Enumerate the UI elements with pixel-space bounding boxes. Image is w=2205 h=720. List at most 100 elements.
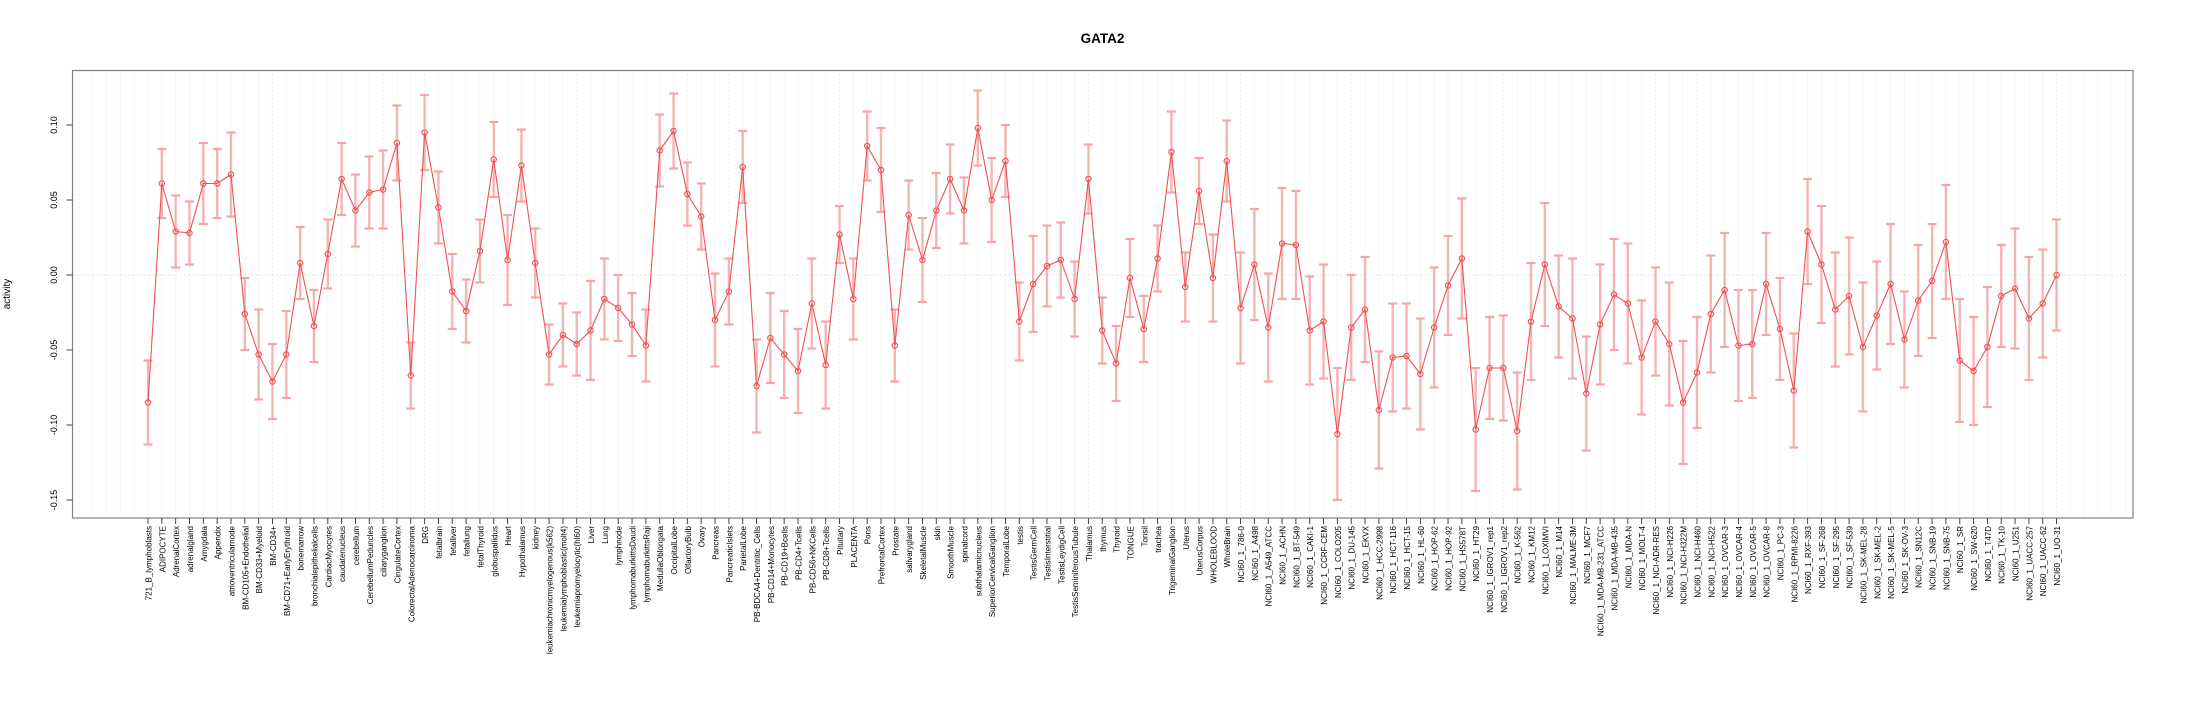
- data-point: [283, 351, 290, 358]
- data-point: [2039, 300, 2046, 307]
- data-point: [1721, 286, 1728, 294]
- x-category-label: NCI60_1_CCRF-CEM: [1320, 526, 1329, 605]
- x-category-label: NCI60_1_UACC-257: [2025, 525, 2034, 600]
- x-category-label: PB-CD4+Tcells: [795, 526, 804, 580]
- x-category-label: skin: [933, 526, 942, 540]
- x-category-label: PB-CD14+Monocytes: [767, 526, 776, 603]
- x-category-label: TestisInterstitial: [1043, 526, 1052, 581]
- x-category-label: NCI60_1_CAKI-1: [1306, 525, 1315, 587]
- data-point: [1237, 304, 1244, 312]
- data-point: [504, 256, 511, 264]
- data-point: [1029, 280, 1037, 288]
- data-point: [1458, 255, 1466, 262]
- data-point: [1043, 262, 1051, 270]
- x-category-label: BM-CD33+Myeloid: [255, 526, 264, 593]
- x-category-label: NCI60_1_SNB-75: [1942, 525, 1951, 590]
- x-category-label: NCI60_1_U251: [2012, 525, 2021, 581]
- data-point: [725, 288, 733, 295]
- data-point: [1016, 318, 1023, 325]
- data-point: [1057, 256, 1065, 264]
- data-point: [1555, 303, 1562, 310]
- x-category-label: NCI60_1_HOP-62: [1431, 525, 1440, 590]
- data-point: [863, 142, 871, 150]
- data-point: [1347, 324, 1355, 331]
- x-category-label: ciliaryganglion: [380, 526, 389, 577]
- x-category-label: NCI60_1_NCI-ADR-RES: [1652, 526, 1661, 614]
- data-point: [144, 399, 152, 406]
- x-category-label: AdrenalCortex: [172, 526, 181, 577]
- x-category-label: NCI60_1_NCI-H522: [1707, 525, 1716, 597]
- data-point: [1099, 327, 1106, 334]
- data-point: [545, 351, 553, 358]
- x-category-label: Pituitary: [836, 526, 845, 555]
- x-category-label: NCI60_1_SK-OV-3: [1901, 525, 1910, 593]
- x-category-label: NCI60_1_OVCAR-5: [1749, 525, 1758, 597]
- x-category-label: MedullaOblongata: [656, 525, 665, 590]
- data-point: [614, 304, 622, 312]
- data-point: [767, 334, 774, 342]
- x-category-label: TestisGermCell: [1030, 526, 1039, 580]
- data-point: [559, 331, 567, 339]
- data-point: [808, 300, 816, 307]
- data-point: [684, 190, 691, 198]
- x-category-label: NCI60_1_EKVX: [1362, 525, 1371, 583]
- x-category-label: NCI60_1_TK-10: [1998, 525, 2007, 583]
- x-category-label: NCI60_1_A498: [1251, 525, 1260, 580]
- data-point: [324, 250, 332, 258]
- data-point: [601, 295, 608, 303]
- x-category-label: NCI60_1_MOLT-4: [1638, 525, 1647, 590]
- x-category-label: Thyroid: [1113, 526, 1122, 553]
- x-category-label: NCI60_1_HOP-92: [1445, 525, 1454, 590]
- data-point: [1942, 238, 1950, 246]
- x-category-label: NCI60_1_SR: [1956, 526, 1965, 573]
- data-point: [366, 189, 373, 196]
- data-point: [1320, 318, 1327, 325]
- data-point: [1264, 324, 1272, 331]
- data-point: [739, 163, 746, 171]
- data-point: [1126, 274, 1134, 282]
- data-point: [1832, 306, 1839, 313]
- x-category-label: NCI60_1_SF-268: [1818, 525, 1827, 588]
- data-point: [1389, 354, 1396, 361]
- data-point: [1403, 352, 1410, 360]
- data-point: [1762, 280, 1770, 288]
- x-category-label: NCI60_1_HCC-2998: [1375, 525, 1384, 599]
- x-category-label: atrioventricularnode: [227, 525, 236, 596]
- x-category-label: bronchialepithelialcells: [310, 526, 319, 606]
- data-point: [794, 367, 802, 375]
- x-category-label: Pancreas: [712, 526, 721, 560]
- x-category-label: DRG: [421, 526, 430, 544]
- data-point: [1085, 175, 1092, 183]
- data-point: [697, 213, 705, 220]
- x-category-label: PrefrontalCortex: [877, 526, 886, 584]
- data-point: [1984, 343, 1991, 351]
- data-point: [2053, 271, 2060, 279]
- data-point: [213, 180, 221, 187]
- x-category-label: NCI60_1_NCI-H460: [1693, 525, 1702, 597]
- x-category-label: NCI60_1_SN12C: [1915, 526, 1924, 588]
- x-category-label: NCI60_1_SNB-19: [1929, 525, 1938, 590]
- data-point: [1583, 390, 1590, 397]
- data-point: [1209, 274, 1217, 282]
- x-category-label: NCI60_1_LOXIMVI: [1541, 526, 1550, 594]
- series-line: [147, 127, 2058, 435]
- x-category-label: UterusCorpus: [1196, 526, 1205, 575]
- y-tick-label: -0.05: [49, 340, 59, 361]
- x-category-label: CardiacMyocytes: [324, 526, 333, 587]
- data-point: [531, 259, 539, 267]
- data-point: [877, 166, 885, 174]
- y-tick-label: -0.15: [49, 490, 59, 511]
- x-category-label: NCI60_1_HCT-15: [1403, 525, 1412, 589]
- x-category-label: NCI60_1_PC-3: [1776, 525, 1785, 580]
- x-category-label: WHOLEBLOOD: [1209, 526, 1218, 584]
- x-category-label: TONGUE: [1126, 526, 1135, 560]
- data-point: [227, 171, 235, 178]
- x-category-label: salivarygland: [905, 526, 914, 573]
- x-category-label: NCI60_1_OVCAR-8: [1763, 525, 1772, 597]
- data-point: [1444, 282, 1452, 289]
- data-point: [1251, 261, 1258, 268]
- x-category-label: NCI60_1_RXF-393: [1804, 525, 1813, 594]
- data-point: [1541, 261, 1549, 268]
- data-point: [490, 156, 497, 163]
- x-category-label: subthalamicnucleus: [974, 526, 983, 596]
